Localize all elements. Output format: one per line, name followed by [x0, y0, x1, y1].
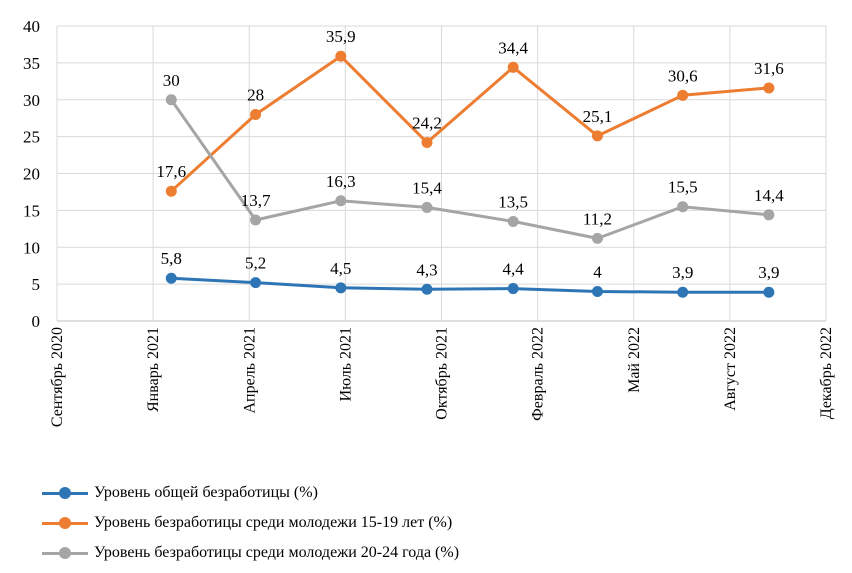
legend-item-youth-20-24: Уровень безработицы среди молодежи 20-24…	[42, 538, 459, 568]
data-label: 4,4	[503, 260, 525, 279]
data-point	[165, 272, 177, 284]
data-point	[763, 286, 775, 298]
data-label: 30	[163, 71, 180, 90]
legend-label-youth-20-24: Уровень безработицы среди молодежи 20-24…	[94, 544, 460, 561]
legend-swatch-youth-15-19	[42, 517, 88, 529]
data-label: 17,6	[156, 162, 186, 181]
x-tick-label: Май 2022	[626, 327, 643, 393]
data-label: 15,4	[412, 178, 442, 197]
data-point	[335, 50, 347, 62]
data-label: 4	[593, 263, 602, 282]
data-point	[421, 137, 433, 149]
data-point	[421, 201, 433, 213]
data-point	[677, 89, 689, 101]
series-lines	[165, 50, 775, 298]
data-point	[507, 61, 519, 73]
legend-swatch-total	[42, 487, 88, 499]
data-point	[421, 283, 433, 295]
x-tick-label: Февраль 2022	[530, 327, 547, 421]
data-label: 25,1	[583, 107, 613, 126]
data-labels: 5,8 5,2 4,5 4,3 4,4 4 3,9 3,9 17,6 28 35,9 24,2 34,4…	[156, 27, 784, 282]
x-tick-label: Декабрь 2022	[818, 327, 835, 419]
data-label: 4,5	[330, 259, 351, 278]
data-label: 13,5	[498, 192, 528, 211]
data-label: 3,9	[758, 263, 779, 282]
data-label: 3,9	[672, 263, 693, 282]
x-tick-label: Август 2022	[722, 327, 739, 411]
y-tick-label: 5	[32, 275, 41, 294]
data-point	[763, 209, 775, 221]
y-tick-label: 40	[23, 17, 40, 36]
data-point	[250, 109, 262, 120]
y-tick-label: 15	[23, 201, 40, 220]
legend-item-total: Уровень общей безработицы (%)	[42, 478, 459, 508]
y-tick-label: 25	[23, 128, 40, 147]
data-label: 13,7	[241, 191, 271, 210]
data-point	[507, 283, 519, 295]
data-point	[591, 286, 603, 297]
data-point	[763, 82, 775, 94]
y-axis: 0 5 10 15 20 25 30 35 40	[23, 17, 40, 331]
legend-label-total: Уровень общей безработицы (%)	[94, 484, 318, 501]
data-label: 35,9	[326, 27, 356, 46]
series-line-2	[170, 98, 770, 240]
data-label: 11,2	[583, 209, 612, 228]
grid-lines	[56, 25, 827, 322]
data-label: 14,4	[754, 186, 784, 205]
data-label: 4,3	[416, 260, 437, 279]
data-label: 16,3	[326, 172, 356, 191]
data-point	[507, 215, 519, 227]
x-tick-label: Январь 2021	[145, 327, 162, 412]
x-tick-label: Апрель 2021	[241, 327, 258, 414]
legend-label-youth-15-19: Уровень безработицы среди молодежи 15-19…	[94, 514, 453, 531]
data-point	[591, 232, 603, 244]
legend-item-youth-15-19: Уровень безработицы среди молодежи 15-19…	[42, 508, 459, 538]
y-tick-label: 20	[23, 165, 40, 184]
x-tick-label: Октябрь 2021	[434, 327, 451, 420]
x-axis: Сентябрь 2020 Январь 2021 Апрель 2021 Июль …	[49, 327, 835, 427]
data-label: 24,2	[412, 114, 442, 133]
legend-swatch-youth-20-24	[42, 547, 88, 559]
data-label: 34,4	[498, 38, 528, 57]
series-line-0	[171, 276, 769, 294]
data-point	[335, 282, 347, 294]
data-label: 28	[247, 86, 264, 105]
series-line-1	[170, 54, 770, 193]
data-label: 31,6	[754, 59, 784, 78]
data-point	[165, 94, 177, 106]
y-tick-label: 30	[23, 91, 40, 110]
data-point	[335, 195, 347, 207]
x-tick-label: Сентябрь 2020	[49, 327, 66, 427]
data-point	[677, 201, 689, 213]
y-tick-label: 10	[23, 238, 40, 257]
legend: Уровень общей безработицы (%) Уровень бе…	[42, 478, 459, 568]
y-tick-label: 0	[32, 312, 41, 331]
line-chart: 0 5 10 15 20 25 30 35 40 Сентябрь 2020 Январь 202…	[23, 17, 835, 427]
data-label: 30,6	[668, 66, 698, 85]
data-point	[591, 130, 603, 142]
data-point	[250, 277, 262, 289]
y-tick-label: 35	[23, 54, 40, 73]
data-label: 5,8	[161, 249, 182, 268]
data-label: 15,5	[668, 178, 698, 197]
data-point	[250, 214, 262, 226]
x-tick-label: Июль 2021	[337, 327, 354, 401]
data-point	[677, 286, 689, 298]
data-point	[165, 185, 177, 197]
data-label: 5,2	[245, 254, 266, 273]
